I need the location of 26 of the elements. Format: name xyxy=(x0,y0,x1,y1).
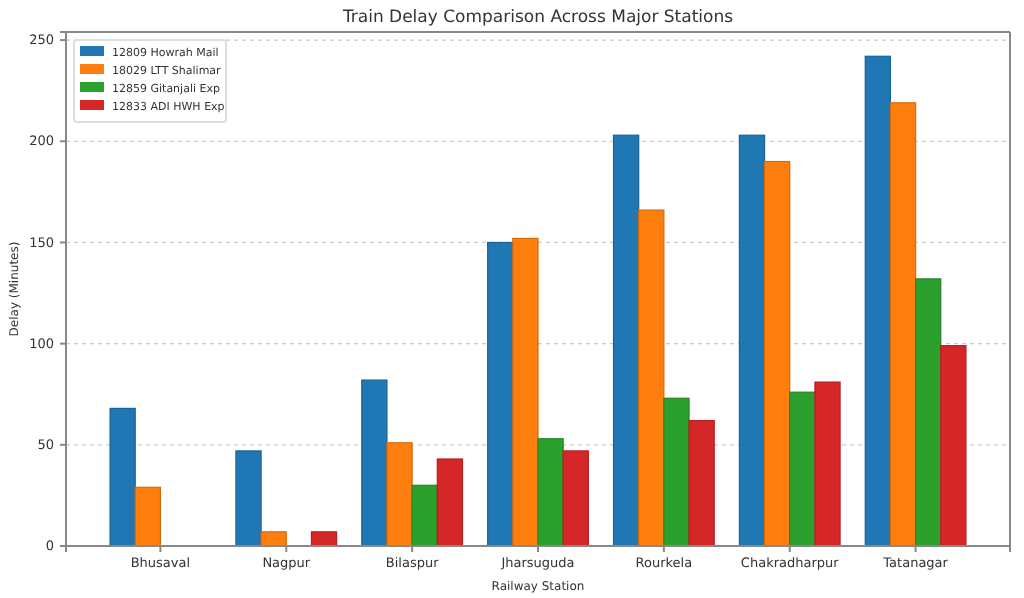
bar xyxy=(235,450,262,547)
bar xyxy=(612,134,640,547)
bar xyxy=(763,160,791,547)
bar xyxy=(688,419,715,547)
bar xyxy=(889,102,917,547)
bar xyxy=(512,237,539,547)
bar xyxy=(436,458,464,547)
bar xyxy=(789,391,816,547)
bar xyxy=(537,438,564,547)
bar xyxy=(562,450,589,547)
chart-title: Train Delay Comparison Across Major Stations xyxy=(340,8,735,28)
bar xyxy=(109,407,136,547)
bar xyxy=(487,241,514,547)
bar xyxy=(940,345,967,547)
bar xyxy=(638,209,665,547)
bar xyxy=(134,486,161,547)
bar xyxy=(386,442,413,547)
bar xyxy=(361,379,388,547)
bar xyxy=(260,531,287,547)
bar xyxy=(738,134,766,547)
bar xyxy=(411,484,438,547)
bar xyxy=(864,55,892,547)
bar xyxy=(663,397,690,547)
bar xyxy=(814,381,841,547)
bar xyxy=(915,278,942,547)
bar xyxy=(310,531,338,547)
